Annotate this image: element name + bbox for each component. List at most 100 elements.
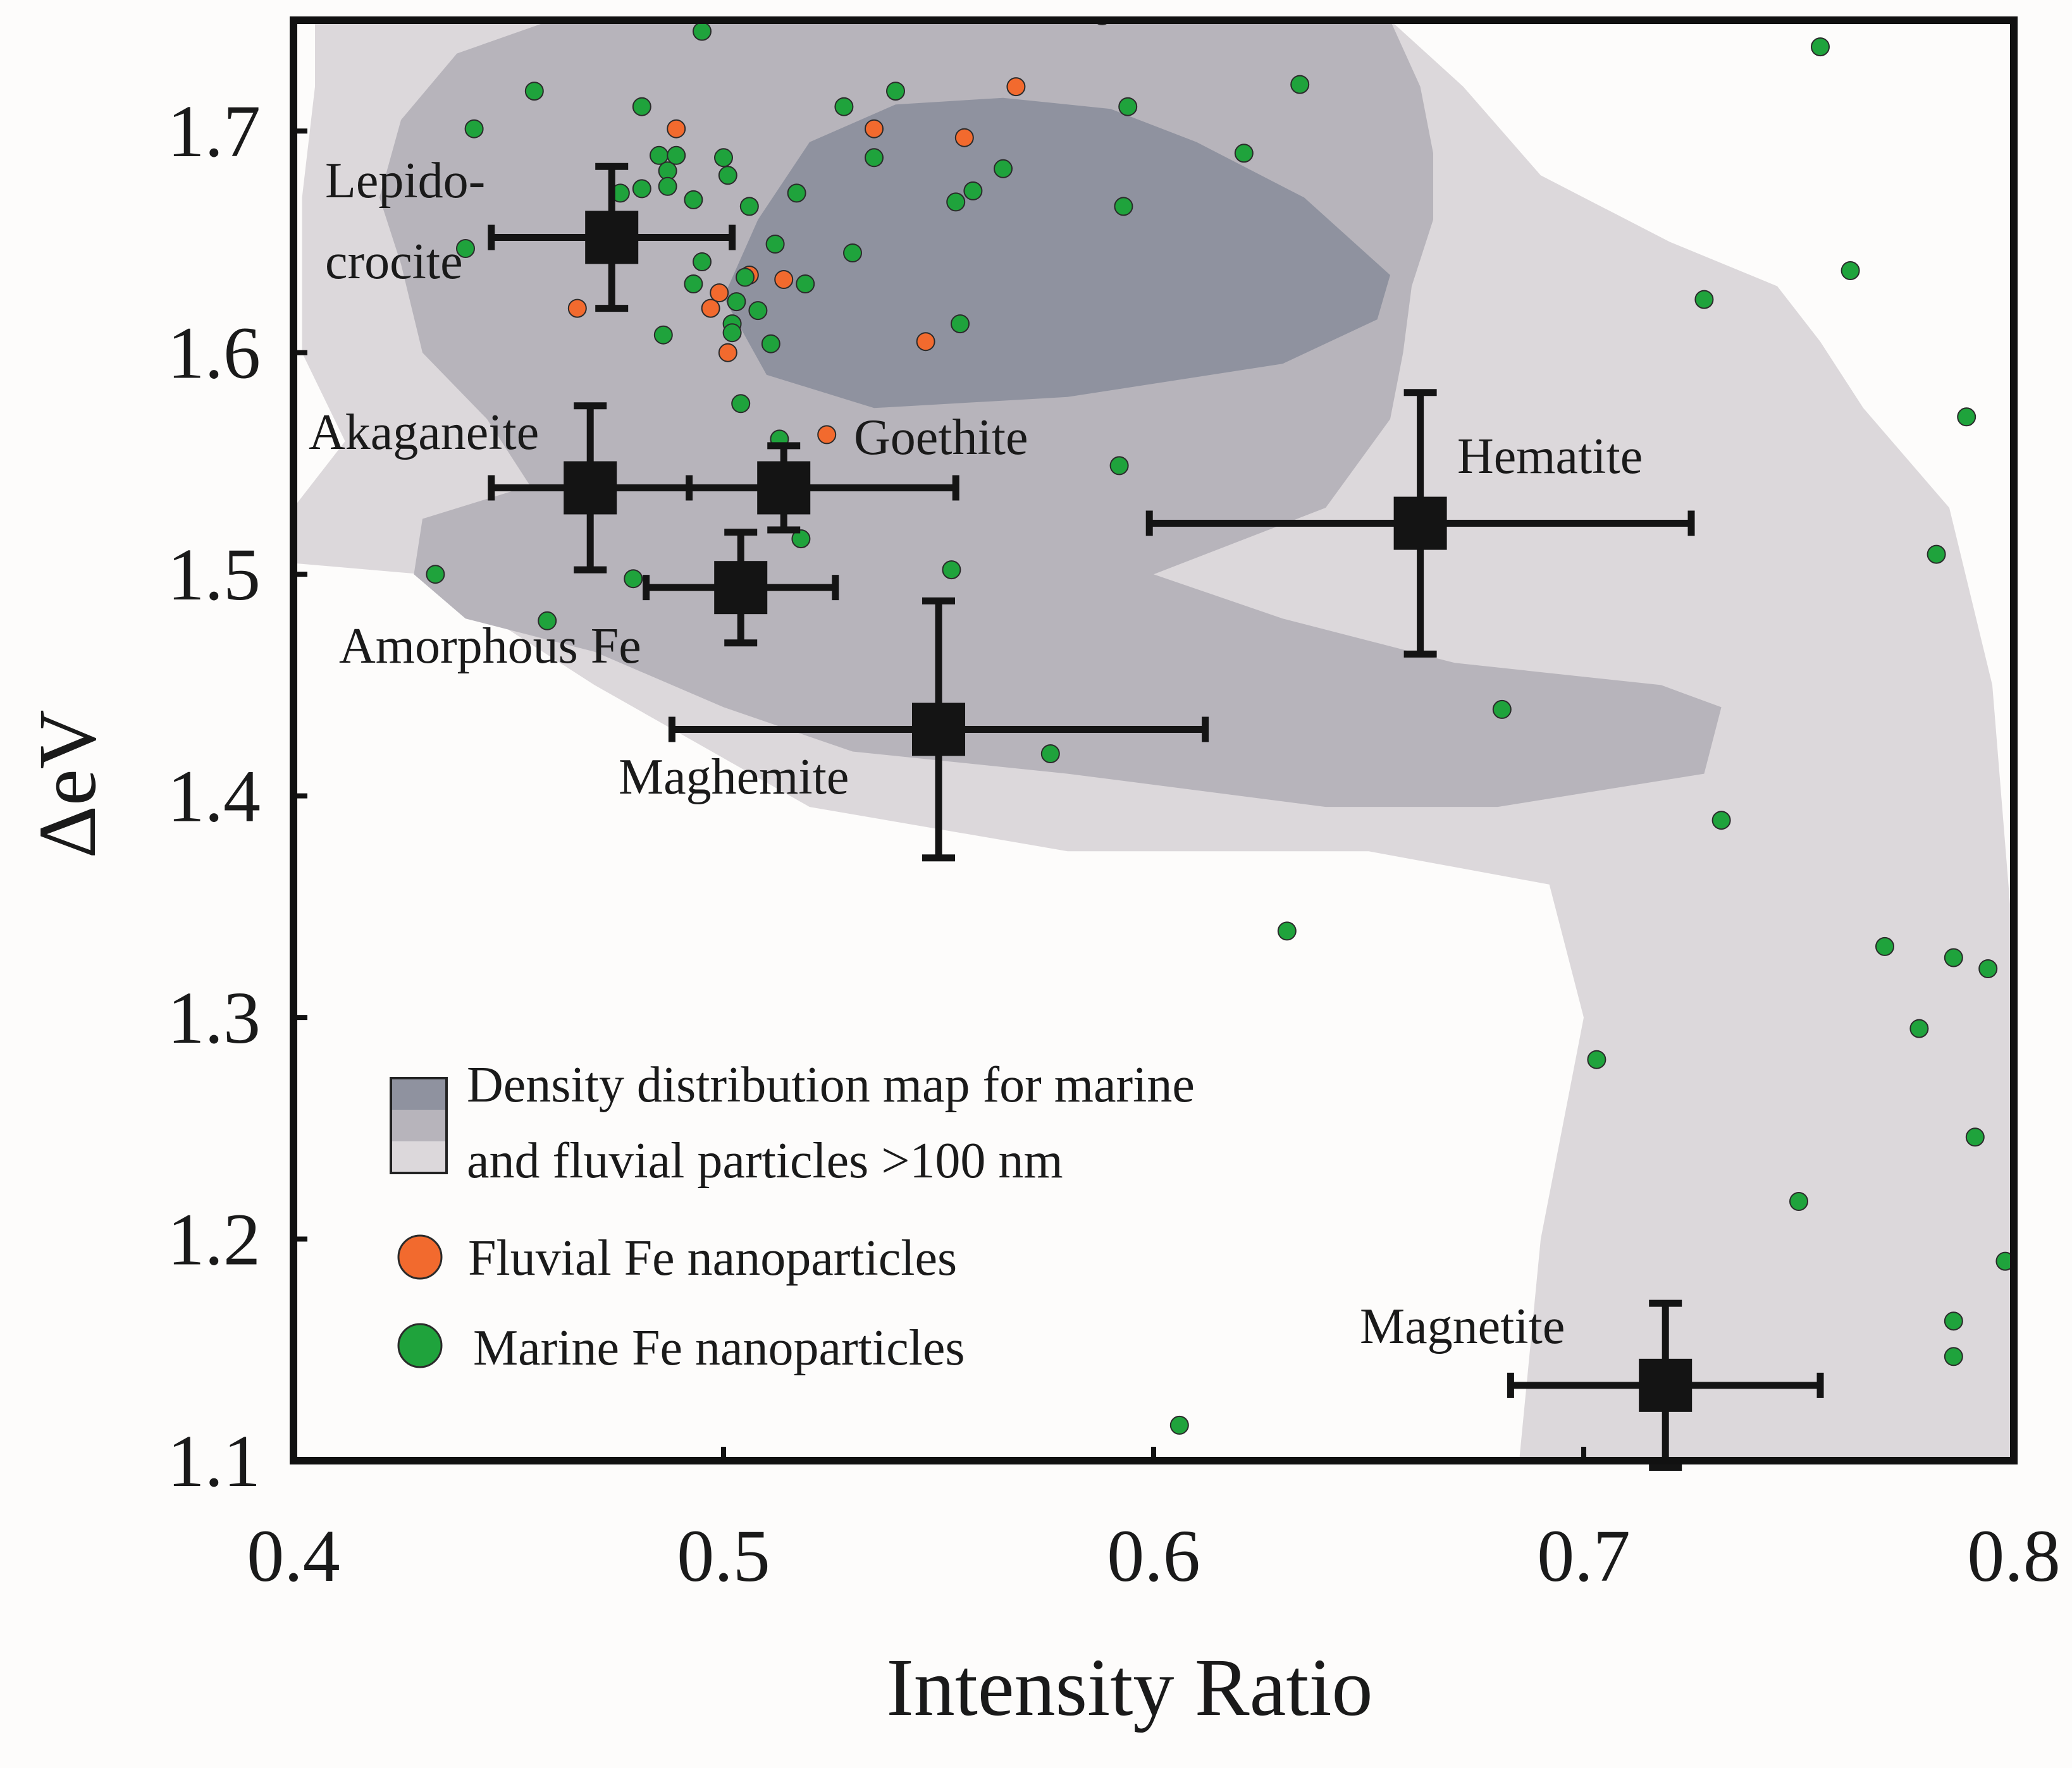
marine-point (834, 97, 854, 116)
marine-point (538, 611, 557, 630)
marine-point (994, 159, 1013, 178)
marine-point (951, 314, 970, 334)
reference-lepidocrocite (488, 163, 736, 312)
swatch-border (390, 1077, 448, 1174)
fluvial-point (916, 332, 935, 352)
marine-point (736, 267, 755, 287)
marine-point (650, 145, 669, 165)
legend-density-swatch (390, 1077, 448, 1174)
fluvial-point (710, 283, 729, 303)
marine-point (684, 274, 703, 293)
reference-marker (564, 461, 617, 515)
marine-point (1040, 744, 1060, 763)
reference-amorphous-fe (643, 529, 839, 647)
marine-point (1109, 456, 1129, 476)
fluvial-point (865, 119, 884, 138)
marine-point (693, 252, 712, 271)
marine-point (761, 334, 780, 353)
reference-marker (757, 461, 811, 515)
marine-point (765, 235, 785, 254)
marine-point (718, 166, 737, 185)
marine-point (946, 192, 966, 212)
marine-point (843, 243, 862, 262)
marine-point (1927, 544, 1946, 564)
x-tick-label: 0.4 (247, 1514, 340, 1597)
y-tick-label: 1.7 (168, 90, 261, 173)
fluvial-point (567, 298, 587, 318)
reference-marker (1393, 496, 1447, 550)
marine-point (456, 239, 475, 258)
marine-point (658, 176, 677, 196)
marine-point (1290, 75, 1310, 94)
marine-point (1694, 290, 1714, 309)
marine-point (653, 325, 673, 345)
fluvial-point (1006, 77, 1026, 97)
legend-marine-text: Marine Fe nanoparticles (473, 1320, 965, 1376)
marine-point (1957, 407, 1976, 427)
marine-point (524, 82, 544, 101)
reference-label: Amorphous Fe (339, 618, 641, 674)
fluvial-point (701, 298, 720, 318)
reference-label: Goethite (854, 410, 1028, 465)
y-tick-label: 1.5 (168, 533, 261, 616)
x-tick-label: 0.6 (1107, 1514, 1200, 1597)
x-tick-label: 0.8 (1967, 1514, 2061, 1597)
reference-labels: Lepido-crocite Akaganeite Goethite Amorphou… (309, 153, 1643, 1354)
legend: Density distribution map for marine and f… (390, 1057, 1195, 1376)
marine-point (1492, 699, 1512, 719)
marine-point (426, 565, 445, 584)
marine-point (632, 97, 651, 116)
marine-point (1789, 1192, 1808, 1211)
marine-point (1965, 1127, 1985, 1147)
marine-point (1234, 144, 1254, 163)
marine-point (1277, 921, 1297, 941)
reference-marker (714, 561, 768, 615)
marine-point (963, 181, 983, 200)
x-tick-label: 0.7 (1537, 1514, 1631, 1597)
marine-point (1114, 197, 1133, 216)
y-axis-ticks: 1.1 1.2 1.3 1.4 1.5 1.6 1.7 (168, 90, 307, 1502)
reference-label: Magnetite (1360, 1299, 1565, 1354)
marine-point (748, 301, 768, 321)
marine-point (667, 145, 686, 165)
marine-point (464, 119, 484, 138)
marine-point (1118, 97, 1138, 116)
x-axis-ticks: 0.4 0.5 0.6 0.7 0.8 (247, 1447, 2061, 1597)
marine-point (1875, 936, 1894, 956)
marine-point (1944, 1311, 1963, 1331)
marine-point (1169, 1415, 1189, 1435)
reference-hematite (1145, 389, 1695, 658)
reference-goethite (608, 442, 959, 534)
legend-fluvial-text: Fluvial Fe nanoparticles (468, 1231, 957, 1286)
particle-points (426, 20, 2014, 1435)
fluvial-point (817, 425, 837, 445)
reference-label: Maghemite (619, 749, 849, 805)
reference-label: Lepido- (325, 153, 485, 209)
marine-point (1944, 948, 1963, 967)
swatch-mid (391, 1110, 447, 1141)
y-tick-label: 1.2 (168, 1198, 261, 1281)
reference-label: crocite (325, 234, 463, 290)
y-tick-label: 1.4 (168, 755, 261, 838)
marine-point (1995, 1251, 2014, 1271)
swatch-low (391, 1141, 447, 1173)
y-tick-label: 1.3 (168, 976, 261, 1059)
marine-point (693, 21, 712, 41)
marine-point (865, 148, 884, 168)
reference-minerals (488, 163, 1824, 1471)
x-tick-label: 0.5 (677, 1514, 770, 1597)
marine-point (684, 190, 703, 209)
legend-marine-marker (397, 1323, 443, 1368)
fluvial-point (954, 128, 974, 147)
swatch-high (391, 1078, 447, 1110)
legend-density-text: and fluvial particles >100 nm (467, 1133, 1063, 1189)
fluvial-point (774, 270, 794, 289)
marine-point (791, 529, 811, 549)
marine-point (1978, 959, 1998, 978)
marine-point (1909, 1019, 1929, 1038)
x-axis-label: Intensity Ratio (886, 1642, 1372, 1733)
fluvial-point (667, 119, 686, 138)
y-axis-label: ΔeV (22, 709, 113, 858)
y-tick-label: 1.1 (168, 1420, 261, 1502)
